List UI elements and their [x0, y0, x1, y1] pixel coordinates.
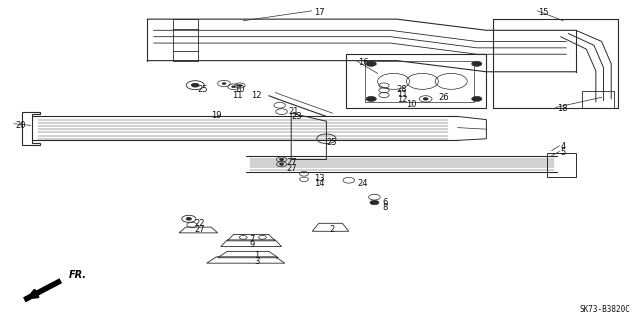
Circle shape [186, 218, 191, 220]
Text: 4: 4 [561, 142, 566, 151]
Text: 2: 2 [330, 225, 335, 234]
Text: 22: 22 [194, 219, 204, 228]
Text: 6: 6 [383, 198, 388, 207]
Text: 8: 8 [383, 204, 388, 212]
Text: 25: 25 [326, 138, 337, 147]
Text: 19: 19 [211, 111, 221, 120]
Text: FR.: FR. [69, 270, 87, 280]
Text: 9: 9 [250, 241, 255, 249]
Text: 27: 27 [287, 158, 298, 167]
Circle shape [423, 98, 428, 100]
Text: 12: 12 [252, 91, 262, 100]
Text: 26: 26 [438, 93, 449, 102]
Text: 15: 15 [538, 8, 548, 17]
Circle shape [191, 83, 199, 87]
Text: 1: 1 [254, 251, 259, 260]
Circle shape [238, 85, 242, 86]
Text: 10: 10 [234, 85, 244, 94]
Text: 24: 24 [357, 179, 367, 188]
Text: 17: 17 [314, 8, 324, 17]
Circle shape [280, 159, 284, 160]
Text: 11: 11 [232, 91, 242, 100]
Circle shape [280, 163, 284, 165]
Text: 20: 20 [15, 121, 26, 130]
Text: 5: 5 [561, 148, 566, 157]
Circle shape [370, 200, 379, 205]
Text: 12: 12 [397, 95, 407, 104]
Circle shape [472, 61, 482, 66]
Circle shape [222, 83, 226, 85]
Text: 25: 25 [197, 85, 207, 94]
Text: SK73-B3820C: SK73-B3820C [580, 305, 630, 314]
Text: 27: 27 [287, 164, 298, 173]
Text: 7: 7 [250, 235, 255, 244]
Circle shape [232, 86, 236, 88]
Text: 14: 14 [314, 179, 324, 188]
Circle shape [366, 61, 376, 66]
Text: 21: 21 [288, 107, 298, 115]
Text: 27: 27 [194, 225, 205, 234]
Circle shape [472, 96, 482, 101]
Text: 23: 23 [291, 112, 302, 121]
Text: 18: 18 [557, 104, 568, 113]
Circle shape [366, 96, 376, 101]
Text: 10: 10 [406, 100, 417, 109]
Text: 3: 3 [254, 257, 259, 266]
Text: 16: 16 [358, 58, 369, 67]
Text: 28: 28 [397, 85, 408, 94]
Text: 11: 11 [397, 90, 407, 99]
Text: 13: 13 [314, 174, 324, 182]
